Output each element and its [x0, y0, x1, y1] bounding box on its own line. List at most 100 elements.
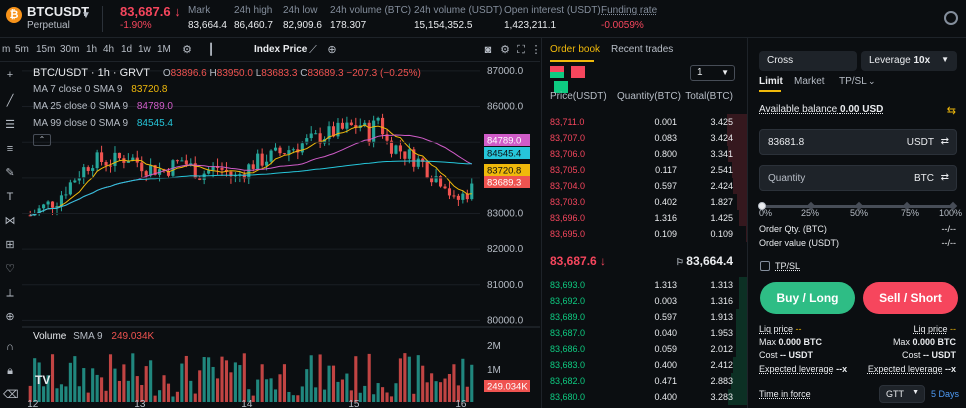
bid-row[interactable]: 83,693.0 1.313 1.313 [542, 277, 747, 293]
tpsl-checkbox[interactable] [760, 261, 770, 271]
ask-row[interactable]: 83,704.0 0.597 2.424 [542, 178, 747, 194]
candle-body [354, 125, 358, 128]
buy-long-button[interactable]: Buy / Long [760, 282, 855, 314]
bid-row[interactable]: 83,689.0 0.597 1.913 [542, 309, 747, 325]
stat-mark-value: 83,664.4 [188, 20, 227, 31]
zoom-icon[interactable]: ⊕ [5, 311, 15, 323]
volume-legend[interactable]: Volume SMA 9 249.034K [33, 331, 154, 342]
transfer-icon[interactable]: ⇆ [946, 105, 956, 117]
tf-30m[interactable]: 30m [60, 44, 80, 55]
text-icon[interactable]: T [6, 191, 14, 203]
trendline-icon[interactable]: ╱ [6, 95, 14, 107]
quantity-input[interactable]: Quantity BTC ⇄ [759, 165, 957, 191]
ma25-value: 84789.0 [136, 101, 173, 112]
channel-icon[interactable]: ≡ [6, 143, 14, 155]
ma25-legend[interactable]: MA 25 close 0 SMA 9 84789.0 [33, 101, 173, 112]
tab-market[interactable]: Market [794, 76, 825, 87]
candle-body [251, 164, 255, 169]
ask-qty: 0.800 [654, 149, 677, 159]
tf-4h[interactable]: 4h [103, 44, 115, 55]
price-chart[interactable]: 87000.086000.085000.084000.083000.082000… [0, 62, 540, 408]
ask-row[interactable]: 83,711.0 0.001 3.425 [542, 114, 747, 130]
chevron-down-icon[interactable]: ▼ [81, 10, 91, 21]
candle-body [438, 176, 443, 187]
bid-row[interactable]: 83,680.0 0.400 3.283 [542, 389, 747, 405]
ma7-legend[interactable]: MA 7 close 0 SMA 9 83720.8 [33, 84, 167, 95]
ask-price: 83,695.0 [550, 229, 586, 239]
ask-row[interactable]: 83,695.0 0.109 0.109 [542, 226, 747, 242]
ask-row[interactable]: 83,705.0 0.117 2.541 [542, 162, 747, 178]
indicators-icon[interactable]: ⟋ [309, 44, 317, 56]
tab-tpsl[interactable]: TP/SL [839, 76, 867, 87]
bid-row[interactable]: 83,692.0 0.003 1.316 [542, 293, 747, 309]
swap-icon[interactable]: ⇄ [940, 172, 949, 183]
pattern-icon[interactable]: ⋈ [4, 215, 16, 227]
bid-row[interactable]: 83,682.0 0.471 2.883 [542, 373, 747, 389]
lock-icon[interactable]: 🔒︎ [7, 365, 13, 377]
crosshair-icon[interactable]: + [6, 69, 14, 81]
ask-row[interactable]: 83,696.0 1.316 1.425 [542, 210, 747, 226]
hline-icon[interactable]: ☰ [5, 119, 15, 131]
add-icon[interactable]: ⊕ [327, 44, 337, 56]
margin-mode-button[interactable]: Cross [759, 51, 857, 71]
exp-value: --x [945, 364, 956, 374]
volume-bar [86, 392, 90, 402]
camera-icon[interactable]: ◙ [484, 44, 492, 56]
swap-icon[interactable]: ⇄ [940, 136, 949, 147]
chevron-down-icon[interactable]: ⌄ [868, 76, 876, 86]
settings-gear-icon[interactable]: ⚙ [500, 44, 510, 56]
tab-recent-trades[interactable]: Recent trades [611, 44, 674, 55]
available-label-text: Available balance [759, 104, 838, 115]
tf-15m[interactable]: 15m [36, 44, 56, 55]
collapse-legend-button[interactable]: ⌃ [33, 134, 51, 146]
candle-body [180, 160, 184, 162]
candle-type-icon[interactable]: ┃ [207, 44, 215, 56]
tf-5m[interactable]: 5m [15, 44, 29, 55]
settings-icon[interactable]: ⚙ [182, 44, 192, 56]
brush-icon[interactable]: ✎ [5, 167, 15, 179]
price-tag-label: 83689.3 [487, 178, 521, 189]
volume-bar [171, 396, 175, 402]
trash-icon[interactable]: ⌫ [3, 389, 19, 401]
ask-price: 83,703.0 [550, 197, 586, 207]
ask-row[interactable]: 83,706.0 0.800 3.341 [542, 146, 747, 162]
fullscreen-icon[interactable]: ⛶ [517, 44, 525, 56]
ma99-legend[interactable]: MA 99 close 0 SMA 9 84545.4 [33, 118, 173, 129]
index-price-toggle[interactable]: Index Price [254, 44, 308, 55]
tf-m[interactable]: m [2, 44, 11, 55]
volume-bar [149, 360, 153, 402]
sell-short-button[interactable]: Sell / Short [863, 282, 958, 314]
tf-1w[interactable]: 1w [138, 44, 151, 55]
gear-icon[interactable] [944, 11, 958, 25]
price-input[interactable]: 83681.8 USDT ⇄ [759, 129, 957, 155]
quantity-slider[interactable] [758, 201, 958, 213]
heart-icon[interactable]: ♡ [5, 263, 15, 275]
book-view-toggle[interactable] [550, 66, 604, 93]
stat-funding-label[interactable]: Funding rate [601, 5, 658, 16]
tab-limit[interactable]: Limit [759, 76, 783, 87]
ruler-icon[interactable]: ⊞ [5, 239, 15, 251]
tif-select[interactable]: GTT ▼ [879, 385, 925, 403]
measure-icon[interactable]: ⟂ [6, 287, 14, 299]
candle-body [398, 145, 402, 152]
depth-select[interactable]: 1 ▼ [690, 65, 735, 81]
tif-days-link[interactable]: 5 Days [931, 389, 960, 399]
tf-1h[interactable]: 1h [86, 44, 98, 55]
bid-row[interactable]: 83,683.0 0.400 2.412 [542, 357, 747, 373]
ask-row[interactable]: 83,703.0 0.402 1.827 [542, 194, 747, 210]
ask-row[interactable]: 83,707.0 0.083 3.424 [542, 130, 747, 146]
bid-row[interactable]: 83,686.0 0.059 2.012 [542, 341, 747, 357]
volume-bar [398, 358, 402, 402]
bid-qty: 1.313 [654, 280, 677, 290]
more-icon[interactable]: ⋮ [530, 44, 542, 56]
tf-1M[interactable]: 1M [157, 44, 171, 55]
leverage-select[interactable]: Leverage 10x ▼ [861, 51, 957, 71]
magnet-icon[interactable]: ∩ [6, 341, 14, 353]
bid-row[interactable]: 83,687.0 0.040 1.953 [542, 325, 747, 341]
volume-bar [349, 390, 353, 402]
tf-1d[interactable]: 1d [121, 44, 133, 55]
tab-order-book[interactable]: Order book [550, 44, 601, 55]
volume-bar [189, 380, 193, 402]
candle-body [166, 170, 171, 176]
symbol-name[interactable]: BTCUSDT [27, 4, 90, 19]
